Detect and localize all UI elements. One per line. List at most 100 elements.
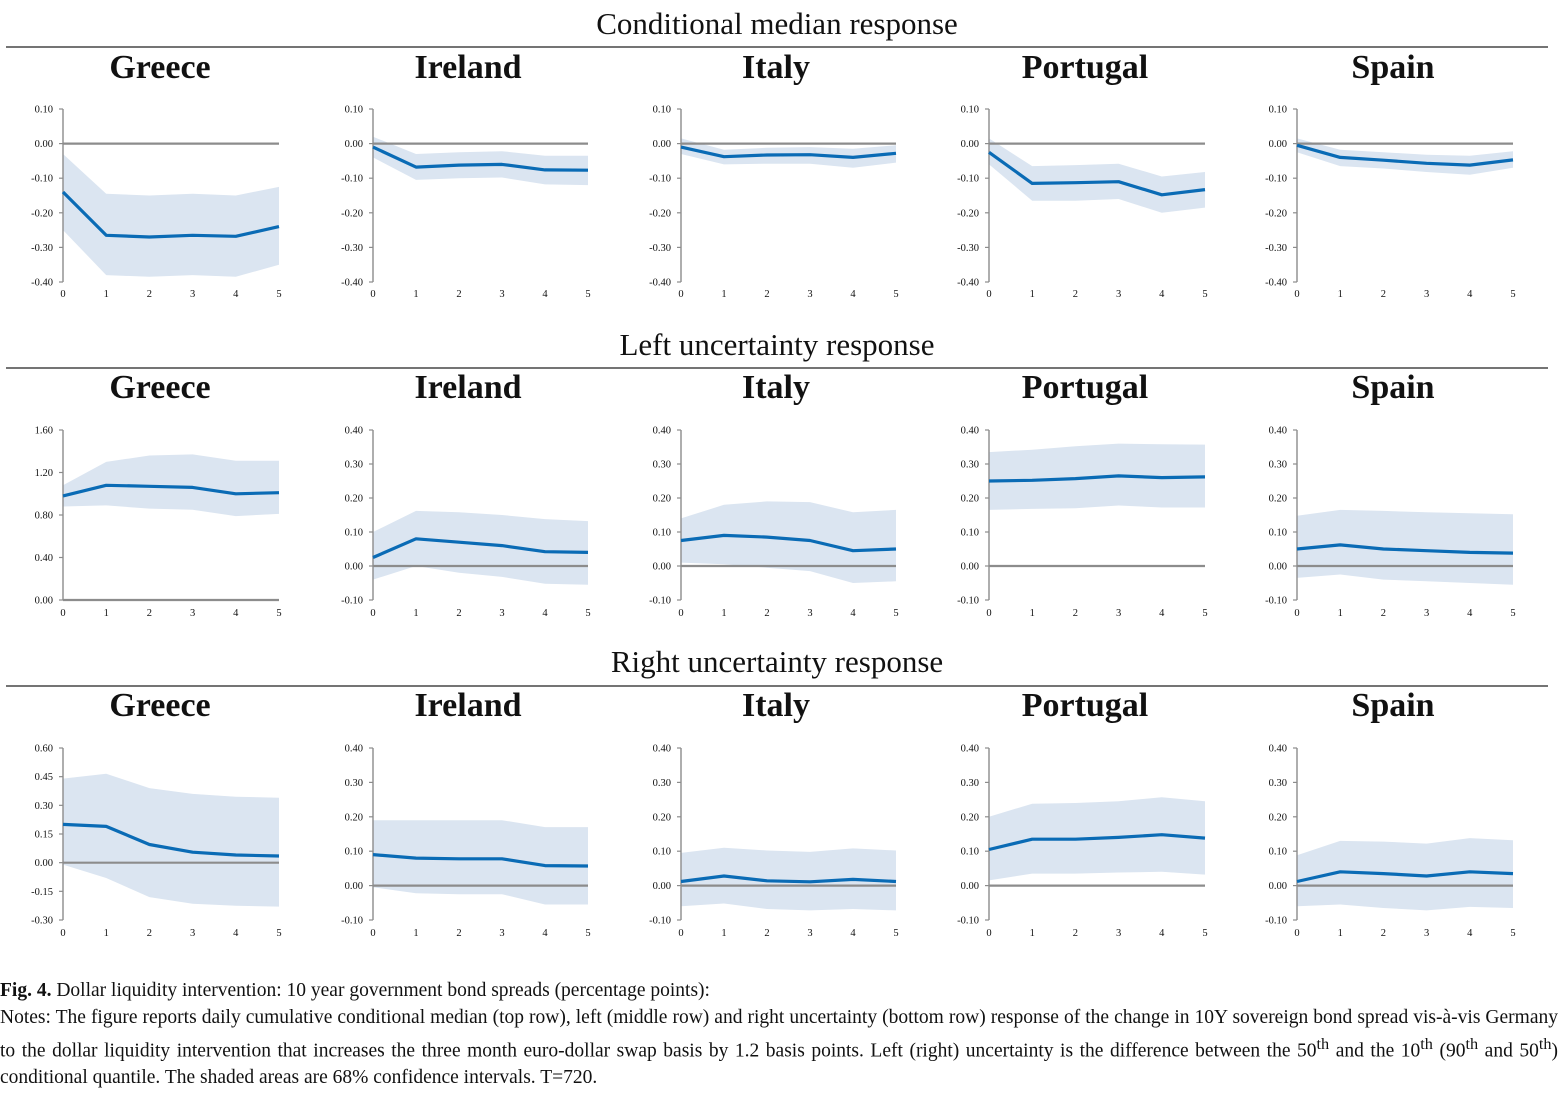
panel-ireland: Ireland 0.10 0.00 -0.10 -0.20 -0.30 -0.40 0 1 2 3 4… [341,49,591,300]
y-tick-label: 1.60 [35,426,53,437]
x-tick-label: 2 [1073,289,1078,300]
y-tick-label: 0.00 [961,881,979,892]
panel-spain: Spain 0.40 0.30 0.20 0.10 0.00 -0.10 0 1 2 3 4 5 [1265,369,1516,619]
x-tick-label: 0 [678,608,683,619]
x-tick-label: 2 [1073,928,1078,939]
y-tick-label: 0.20 [345,812,363,823]
x-tick-label: 4 [1159,928,1165,939]
caption-notes-text: and the 10 [1329,1040,1421,1062]
y-tick-label: 0.40 [653,744,671,755]
confidence-band [989,138,1205,213]
y-tick-label: 0.10 [1269,847,1287,858]
x-tick-label: 5 [276,928,281,939]
panel-title: Ireland [414,49,521,86]
panel-italy: Italy 0.40 0.30 0.20 0.10 0.00 -0.10 0 1 2 3 4 5 [649,369,899,619]
confidence-band [373,820,588,905]
panel-portugal: Portugal 0.40 0.30 0.20 0.10 0.00 -0.10 0 1 2 3 4 5 [957,369,1208,619]
y-tick-label: -0.40 [649,278,671,289]
x-tick-label: 0 [986,928,991,939]
y-tick-label: 0.00 [961,562,979,573]
y-tick-label: 0.00 [653,881,671,892]
x-tick-label: 0 [60,608,65,619]
x-tick-label: 2 [1381,928,1386,939]
panel-ireland: Ireland 0.40 0.30 0.20 0.10 0.00 -0.10 0 1 2 3 4 5 [341,687,591,939]
x-tick-label: 2 [764,608,769,619]
y-tick-label: 0.10 [653,847,671,858]
x-tick-label: 4 [1159,608,1165,619]
y-tick-label: -0.10 [649,174,671,185]
chart-row: Conditional median response Greece 0.10 0.0… [6,6,1548,300]
median-line [988,833,1206,852]
y-tick-label: -0.40 [1265,278,1287,289]
figure-caption: Fig. 4. Dollar liquidity intervention: 1… [0,978,1558,1092]
median-line [680,874,897,884]
median-line [372,145,589,172]
x-tick-label: 3 [1116,289,1121,300]
y-tick-label: 0.40 [345,744,363,755]
x-tick-label: 4 [233,289,239,300]
panel-spain: Spain 0.40 0.30 0.20 0.10 0.00 -0.10 0 1 2 3 4 5 [1265,687,1516,939]
median-line [62,822,280,858]
confidence-band [681,501,896,583]
y-tick-label: 0.10 [1269,105,1287,116]
chart-row: Right uncertainty response Greece 0.60 0.45… [6,644,1548,939]
x-tick-label: 3 [1116,608,1121,619]
x-tick-label: 3 [1116,928,1121,939]
confidence-band [373,136,588,186]
y-tick-label: -0.20 [1265,208,1287,219]
caption-notes-text: (90 [1432,1040,1466,1062]
panel-title: Italy [742,49,810,86]
x-tick-label: 5 [1510,608,1515,619]
y-tick-label: 0.00 [1269,139,1287,150]
y-tick-label: -0.10 [1265,596,1287,607]
x-tick-label: 0 [678,289,683,300]
x-tick-label: 2 [147,608,152,619]
y-tick-label: 0.40 [35,553,53,564]
x-tick-label: 4 [1467,289,1473,300]
caption-notes-text: and 50 [1478,1040,1539,1062]
x-tick-label: 2 [1073,608,1078,619]
caption-sup: th [1316,1035,1330,1053]
y-tick-label: 0.00 [35,139,53,150]
x-tick-label: 5 [893,928,898,939]
y-tick-label: 0.30 [345,778,363,789]
y-tick-label: -0.10 [31,174,53,185]
panel-italy: Italy 0.10 0.00 -0.10 -0.20 -0.30 -0.40 0 1 2 3 4 5 [649,49,899,300]
y-tick-label: 0.00 [653,139,671,150]
y-tick-label: -0.30 [1265,243,1287,254]
y-tick-label: 0.20 [345,494,363,505]
confidence-band [373,510,588,585]
x-tick-label: 0 [1294,608,1299,619]
x-tick-label: 4 [542,608,548,619]
y-tick-label: 0.30 [35,801,53,812]
x-tick-label: 4 [233,608,239,619]
y-tick-label: -0.20 [31,208,53,219]
median-line [988,474,1206,483]
panel-title: Portugal [1022,49,1149,86]
x-tick-label: 5 [1202,928,1207,939]
x-tick-label: 3 [190,608,195,619]
median-line [61,190,280,239]
y-tick-label: 0.20 [653,812,671,823]
x-tick-label: 2 [1381,608,1386,619]
confidence-band [63,773,279,907]
x-tick-label: 0 [370,289,375,300]
y-tick-label: -0.10 [341,596,363,607]
panel-spain: Spain 0.10 0.00 -0.10 -0.20 -0.30 -0.40 0 1 2 3 4 5 [1265,49,1516,300]
y-tick-label: 0.80 [35,511,53,522]
y-tick-label: -0.20 [341,208,363,219]
x-tick-label: 1 [1338,928,1343,939]
y-tick-label: 0.10 [345,105,363,116]
y-tick-label: 0.30 [653,460,671,471]
x-tick-label: 3 [807,289,812,300]
y-tick-label: 0.00 [1269,881,1287,892]
y-tick-label: -0.10 [957,916,979,927]
y-tick-label: -0.30 [957,243,979,254]
panel-title: Portugal [1022,687,1149,724]
y-tick-label: -0.15 [31,887,53,898]
y-tick-label: 0.00 [961,139,979,150]
panel-italy: Italy 0.40 0.30 0.20 0.10 0.00 -0.10 0 1 2 3 4 5 [649,687,899,939]
y-tick-label: 0.40 [345,426,363,437]
x-tick-label: 5 [276,608,281,619]
y-tick-label: -0.40 [31,278,53,289]
